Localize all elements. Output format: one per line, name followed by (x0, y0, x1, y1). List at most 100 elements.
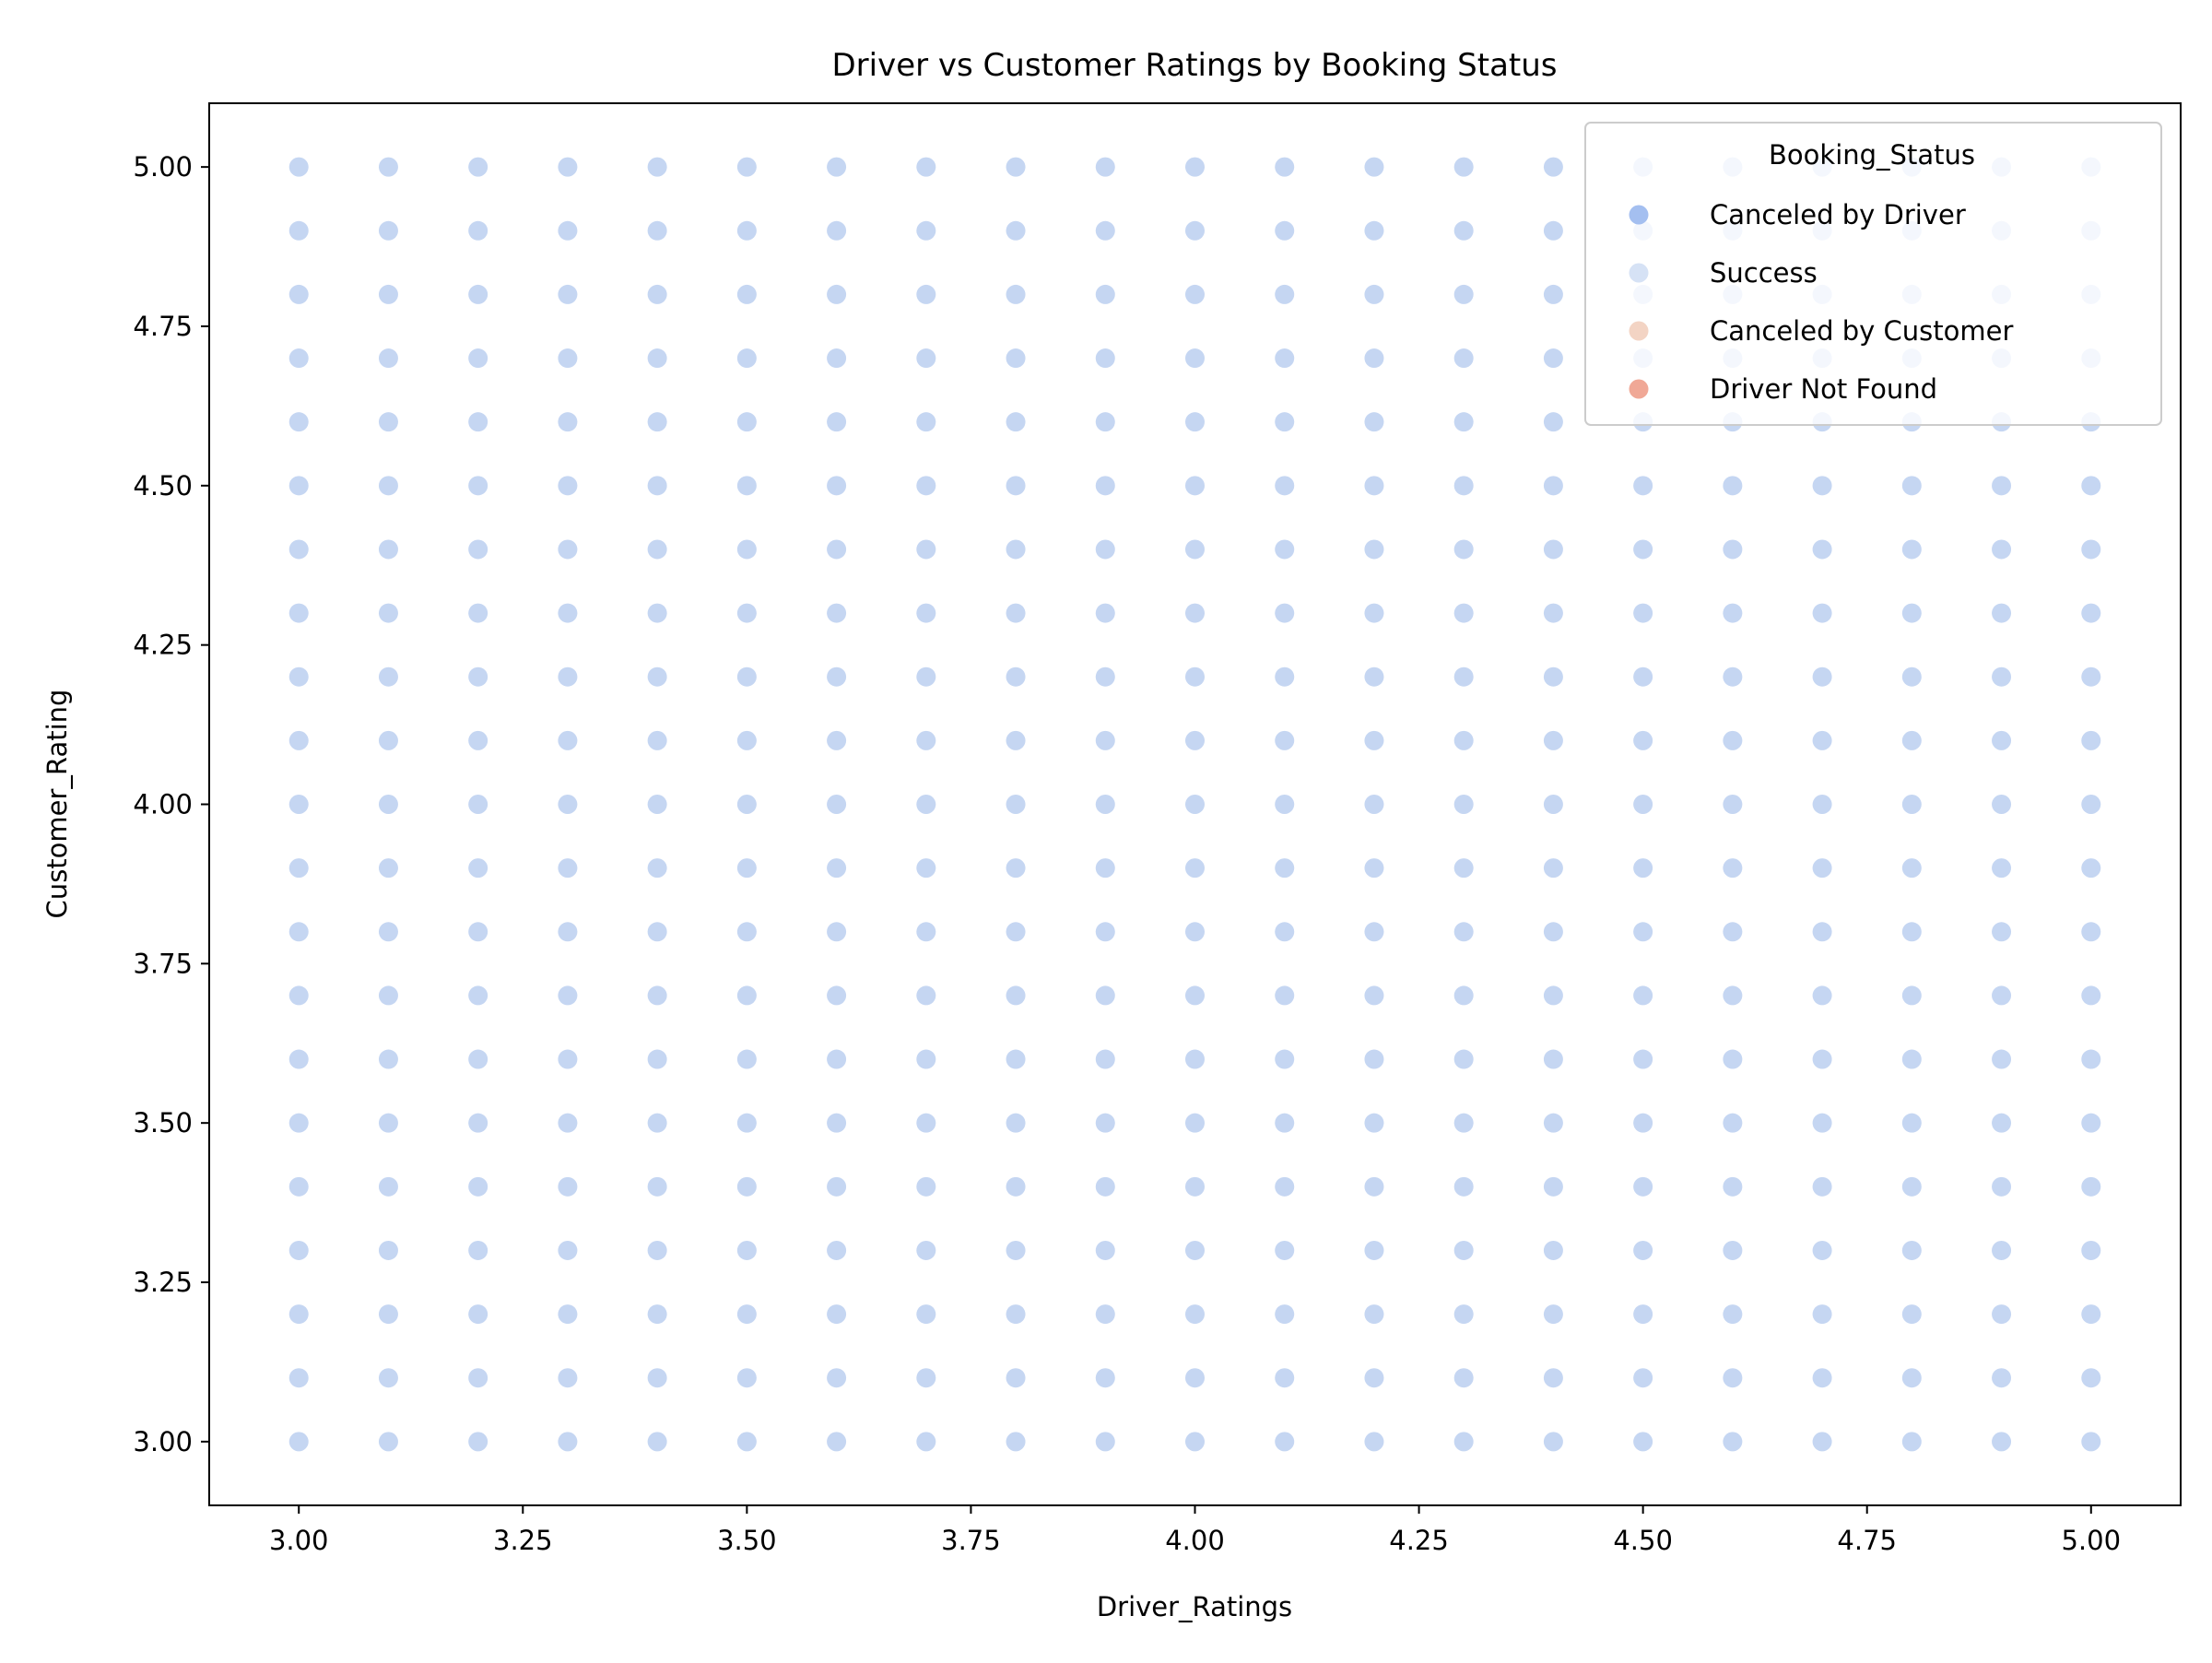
scatter-point (1901, 1113, 1922, 1133)
scatter-point (1633, 922, 1653, 942)
scatter-point (288, 412, 309, 432)
scatter-point (1095, 1432, 1115, 1452)
scatter-point (1453, 220, 1474, 241)
scatter-point (1543, 220, 1563, 241)
scatter-point (736, 985, 757, 1006)
scatter-point (1633, 476, 1653, 496)
legend-label: Canceled by Customer (1710, 315, 2013, 347)
scatter-point (916, 157, 936, 177)
scatter-point (1453, 922, 1474, 942)
scatter-point (736, 157, 757, 177)
scatter-point (827, 284, 847, 304)
scatter-point (1364, 603, 1384, 623)
scatter-point (558, 284, 578, 304)
scatter-point (1901, 730, 1922, 750)
legend-marker (1629, 205, 1649, 225)
scatter-point (1185, 858, 1205, 879)
scatter-point (468, 730, 488, 750)
scatter-point (1275, 1049, 1295, 1069)
scatter-point (1543, 1240, 1563, 1260)
scatter-point (468, 412, 488, 432)
scatter-point (378, 157, 398, 177)
scatter-point (1812, 858, 1832, 879)
legend-marker (1629, 321, 1649, 341)
scatter-point (2081, 1176, 2101, 1197)
scatter-point (468, 795, 488, 814)
scatter-point (1185, 476, 1205, 496)
scatter-point (1633, 666, 1653, 687)
scatter-point (288, 1113, 309, 1133)
scatter-point (736, 412, 757, 432)
scatter-point (1095, 284, 1115, 304)
scatter-point (1185, 284, 1205, 304)
scatter-point (288, 220, 309, 241)
scatter-point (1006, 157, 1026, 177)
scatter-point (916, 1049, 936, 1069)
scatter-point (288, 730, 309, 750)
scatter-point (1453, 1304, 1474, 1325)
scatter-point (916, 220, 936, 241)
y-tick-label: 4.75 (133, 311, 193, 342)
scatter-point (1095, 1176, 1115, 1197)
scatter-point (1275, 858, 1295, 879)
scatter-point (1185, 348, 1205, 369)
scatter-point (1364, 1240, 1384, 1260)
scatter-point (378, 795, 398, 814)
y-axis: 3.00 3.25 3.50 3.75 4.00 4.25 4.50 4.75 5.00 (133, 151, 209, 1457)
scatter-point (468, 985, 488, 1006)
scatter-point (1901, 539, 1922, 560)
scatter-point (1812, 795, 1832, 814)
scatter-point (647, 730, 667, 750)
scatter-point (1633, 539, 1653, 560)
scatter-point (1006, 985, 1026, 1006)
scatter-point (1275, 666, 1295, 687)
scatter-point (558, 730, 578, 750)
scatter-point (1275, 284, 1295, 304)
scatter-point (827, 539, 847, 560)
scatter-point (1095, 1113, 1115, 1133)
scatter-point (1185, 922, 1205, 942)
scatter-point (1812, 603, 1832, 623)
scatter-point (1275, 1240, 1295, 1260)
scatter-point (1543, 666, 1563, 687)
scatter-point (1723, 1432, 1743, 1452)
scatter-point (1992, 858, 2012, 879)
scatter-point (378, 1240, 398, 1260)
scatter-point (1901, 1049, 1922, 1069)
scatter-point (1185, 603, 1205, 623)
scatter-point (1453, 795, 1474, 814)
scatter-point (1453, 1049, 1474, 1069)
scatter-point (1543, 157, 1563, 177)
legend-label: Success (1710, 257, 1818, 289)
scatter-point (1992, 1049, 2012, 1069)
scatter-point (2081, 1049, 2101, 1069)
scatter-point (1543, 985, 1563, 1006)
scatter-point (736, 348, 757, 369)
scatter-point (916, 795, 936, 814)
scatter-point (2081, 603, 2101, 623)
scatter-point (647, 603, 667, 623)
chart-title: Driver vs Customer Ratings by Booking St… (831, 47, 1557, 84)
scatter-point (1185, 1113, 1205, 1133)
scatter-point (1812, 1368, 1832, 1388)
scatter-point (1901, 1432, 1922, 1452)
scatter-point (1901, 1304, 1922, 1325)
scatter-point (916, 348, 936, 369)
scatter-point (1901, 1176, 1922, 1197)
scatter-point (736, 1368, 757, 1388)
scatter-point (288, 922, 309, 942)
scatter-point (1275, 157, 1295, 177)
scatter-point (558, 1240, 578, 1260)
legend-label: Canceled by Driver (1710, 199, 1966, 230)
scatter-point (1275, 730, 1295, 750)
scatter-point (1275, 220, 1295, 241)
scatter-point (1723, 1113, 1743, 1133)
scatter-point (288, 1304, 309, 1325)
scatter-point (916, 1432, 936, 1452)
scatter-point (1901, 1240, 1922, 1260)
scatter-point (1812, 1432, 1832, 1452)
scatter-point (916, 1304, 936, 1325)
scatter-point (647, 1176, 667, 1197)
scatter-point (1364, 1304, 1384, 1325)
